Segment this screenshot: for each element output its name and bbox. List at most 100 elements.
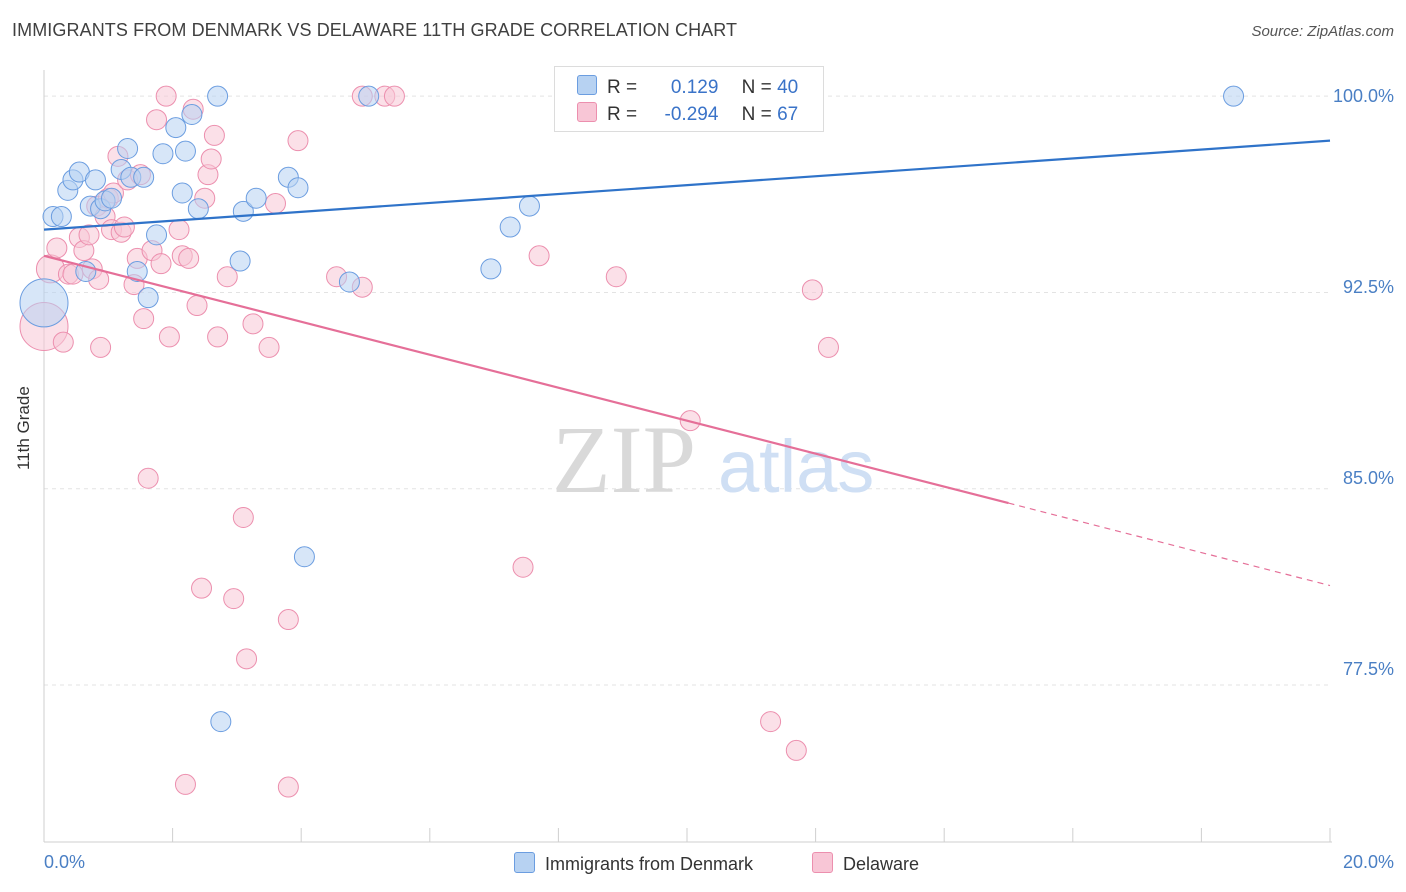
delaware-point xyxy=(383,85,405,107)
r-label: R = xyxy=(607,77,638,98)
denmark-point xyxy=(293,546,315,568)
denmark-point xyxy=(137,287,159,309)
denmark-point xyxy=(187,198,209,220)
denmark-point xyxy=(50,206,72,228)
delaware-point xyxy=(203,124,225,146)
stats-legend: R = 0.129 N = 40 R = -0.294 N = 67 xyxy=(554,66,824,132)
delaware-point xyxy=(223,588,245,610)
delaware-point xyxy=(277,776,299,798)
r-value: -0.294 xyxy=(664,104,719,125)
delaware-point xyxy=(258,336,280,358)
n-label: N = xyxy=(741,104,772,125)
denmark-point xyxy=(126,261,148,283)
delaware-point xyxy=(191,577,213,599)
pink-swatch xyxy=(577,102,597,122)
legend-item-denmark[interactable]: Immigrants from Denmark xyxy=(514,852,753,875)
denmark-point xyxy=(518,195,540,217)
denmark-point xyxy=(210,711,232,733)
denmark-point xyxy=(499,216,521,238)
denmark-point xyxy=(101,187,123,209)
watermark-atlas: atlas xyxy=(718,425,874,508)
delaware-point xyxy=(232,506,254,528)
delaware-point xyxy=(528,245,550,267)
delaware-point xyxy=(78,224,100,246)
delaware-point xyxy=(200,148,222,170)
n-label: N = xyxy=(741,77,772,98)
legend-row-denmark: R = 0.129 N = 40 xyxy=(577,75,798,99)
delaware-point xyxy=(216,266,238,288)
delaware-point xyxy=(46,237,68,259)
denmark-point xyxy=(245,187,267,209)
delaware-point xyxy=(277,609,299,631)
delaware-point xyxy=(760,711,782,733)
legend-row-delaware: R = -0.294 N = 67 xyxy=(577,102,798,126)
delaware-point xyxy=(158,326,180,348)
watermark-zip: ZIP xyxy=(552,406,696,513)
y-tick-label: 92.5% xyxy=(1342,277,1394,297)
r-label: R = xyxy=(607,104,638,125)
denmark-point xyxy=(75,261,97,283)
delaware-point xyxy=(207,326,229,348)
denmark-point xyxy=(174,140,196,162)
chart-title: IMMIGRANTS FROM DENMARK VS DELAWARE 11TH… xyxy=(12,20,738,40)
y-tick-label: 85.0% xyxy=(1342,468,1394,488)
denmark-point xyxy=(146,224,168,246)
denmark-point xyxy=(358,85,380,107)
y-axis-label: 11th Grade xyxy=(14,386,33,470)
denmark-point xyxy=(207,85,229,107)
delaware-points xyxy=(19,85,839,798)
trend-lines xyxy=(43,139,1331,587)
y-tick-label: 100.0% xyxy=(1332,86,1394,106)
denmark-point xyxy=(84,169,106,191)
legend-item-delaware[interactable]: Delaware xyxy=(812,852,919,875)
delaware-point xyxy=(146,109,168,131)
blue-swatch xyxy=(514,852,535,873)
blue-swatch xyxy=(577,75,597,95)
delaware-point xyxy=(168,219,190,241)
delaware-point xyxy=(174,773,196,795)
watermark: ZIP atlas xyxy=(552,406,874,513)
delaware-trend-line-dashed xyxy=(1008,502,1331,587)
pink-swatch xyxy=(812,852,833,873)
delaware-point xyxy=(178,247,200,269)
source-label: Source: ZipAtlas.com xyxy=(1251,23,1394,40)
delaware-point xyxy=(90,336,112,358)
denmark-point xyxy=(181,103,203,125)
denmark-point xyxy=(171,182,193,204)
r-value: 0.129 xyxy=(670,77,719,98)
delaware-point xyxy=(150,253,172,275)
delaware-point xyxy=(242,313,264,335)
delaware-point xyxy=(236,648,258,670)
delaware-point xyxy=(137,467,159,489)
denmark-point xyxy=(19,278,69,328)
delaware-point xyxy=(287,130,309,152)
axes xyxy=(43,70,1332,843)
denmark-point xyxy=(1223,85,1245,107)
delaware-point xyxy=(133,308,155,330)
delaware-point xyxy=(817,336,839,358)
delaware-point xyxy=(52,331,74,353)
delaware-point xyxy=(264,192,286,214)
denmark-point xyxy=(229,250,251,272)
y-tick-label: 77.5% xyxy=(1342,659,1394,679)
delaware-point xyxy=(801,279,823,301)
legend-label: Delaware xyxy=(843,854,920,874)
delaware-point xyxy=(113,216,135,238)
denmark-point xyxy=(117,138,139,160)
delaware-point xyxy=(785,739,807,761)
denmark-point xyxy=(338,271,360,293)
legend-label: Immigrants from Denmark xyxy=(545,854,754,874)
denmark-point xyxy=(165,117,187,139)
n-value: 67 xyxy=(777,104,799,125)
denmark-point xyxy=(152,143,174,165)
delaware-point xyxy=(186,295,208,317)
delaware-point xyxy=(512,556,534,578)
x-tick-label-min: 0.0% xyxy=(44,852,86,872)
series-legend: Immigrants from Denmark Delaware xyxy=(0,852,1406,878)
x-tick-label-max: 20.0% xyxy=(1342,852,1394,872)
denmark-point xyxy=(287,177,309,199)
delaware-point xyxy=(605,266,627,288)
n-value: 40 xyxy=(777,77,799,98)
denmark-trend-line xyxy=(43,139,1331,231)
